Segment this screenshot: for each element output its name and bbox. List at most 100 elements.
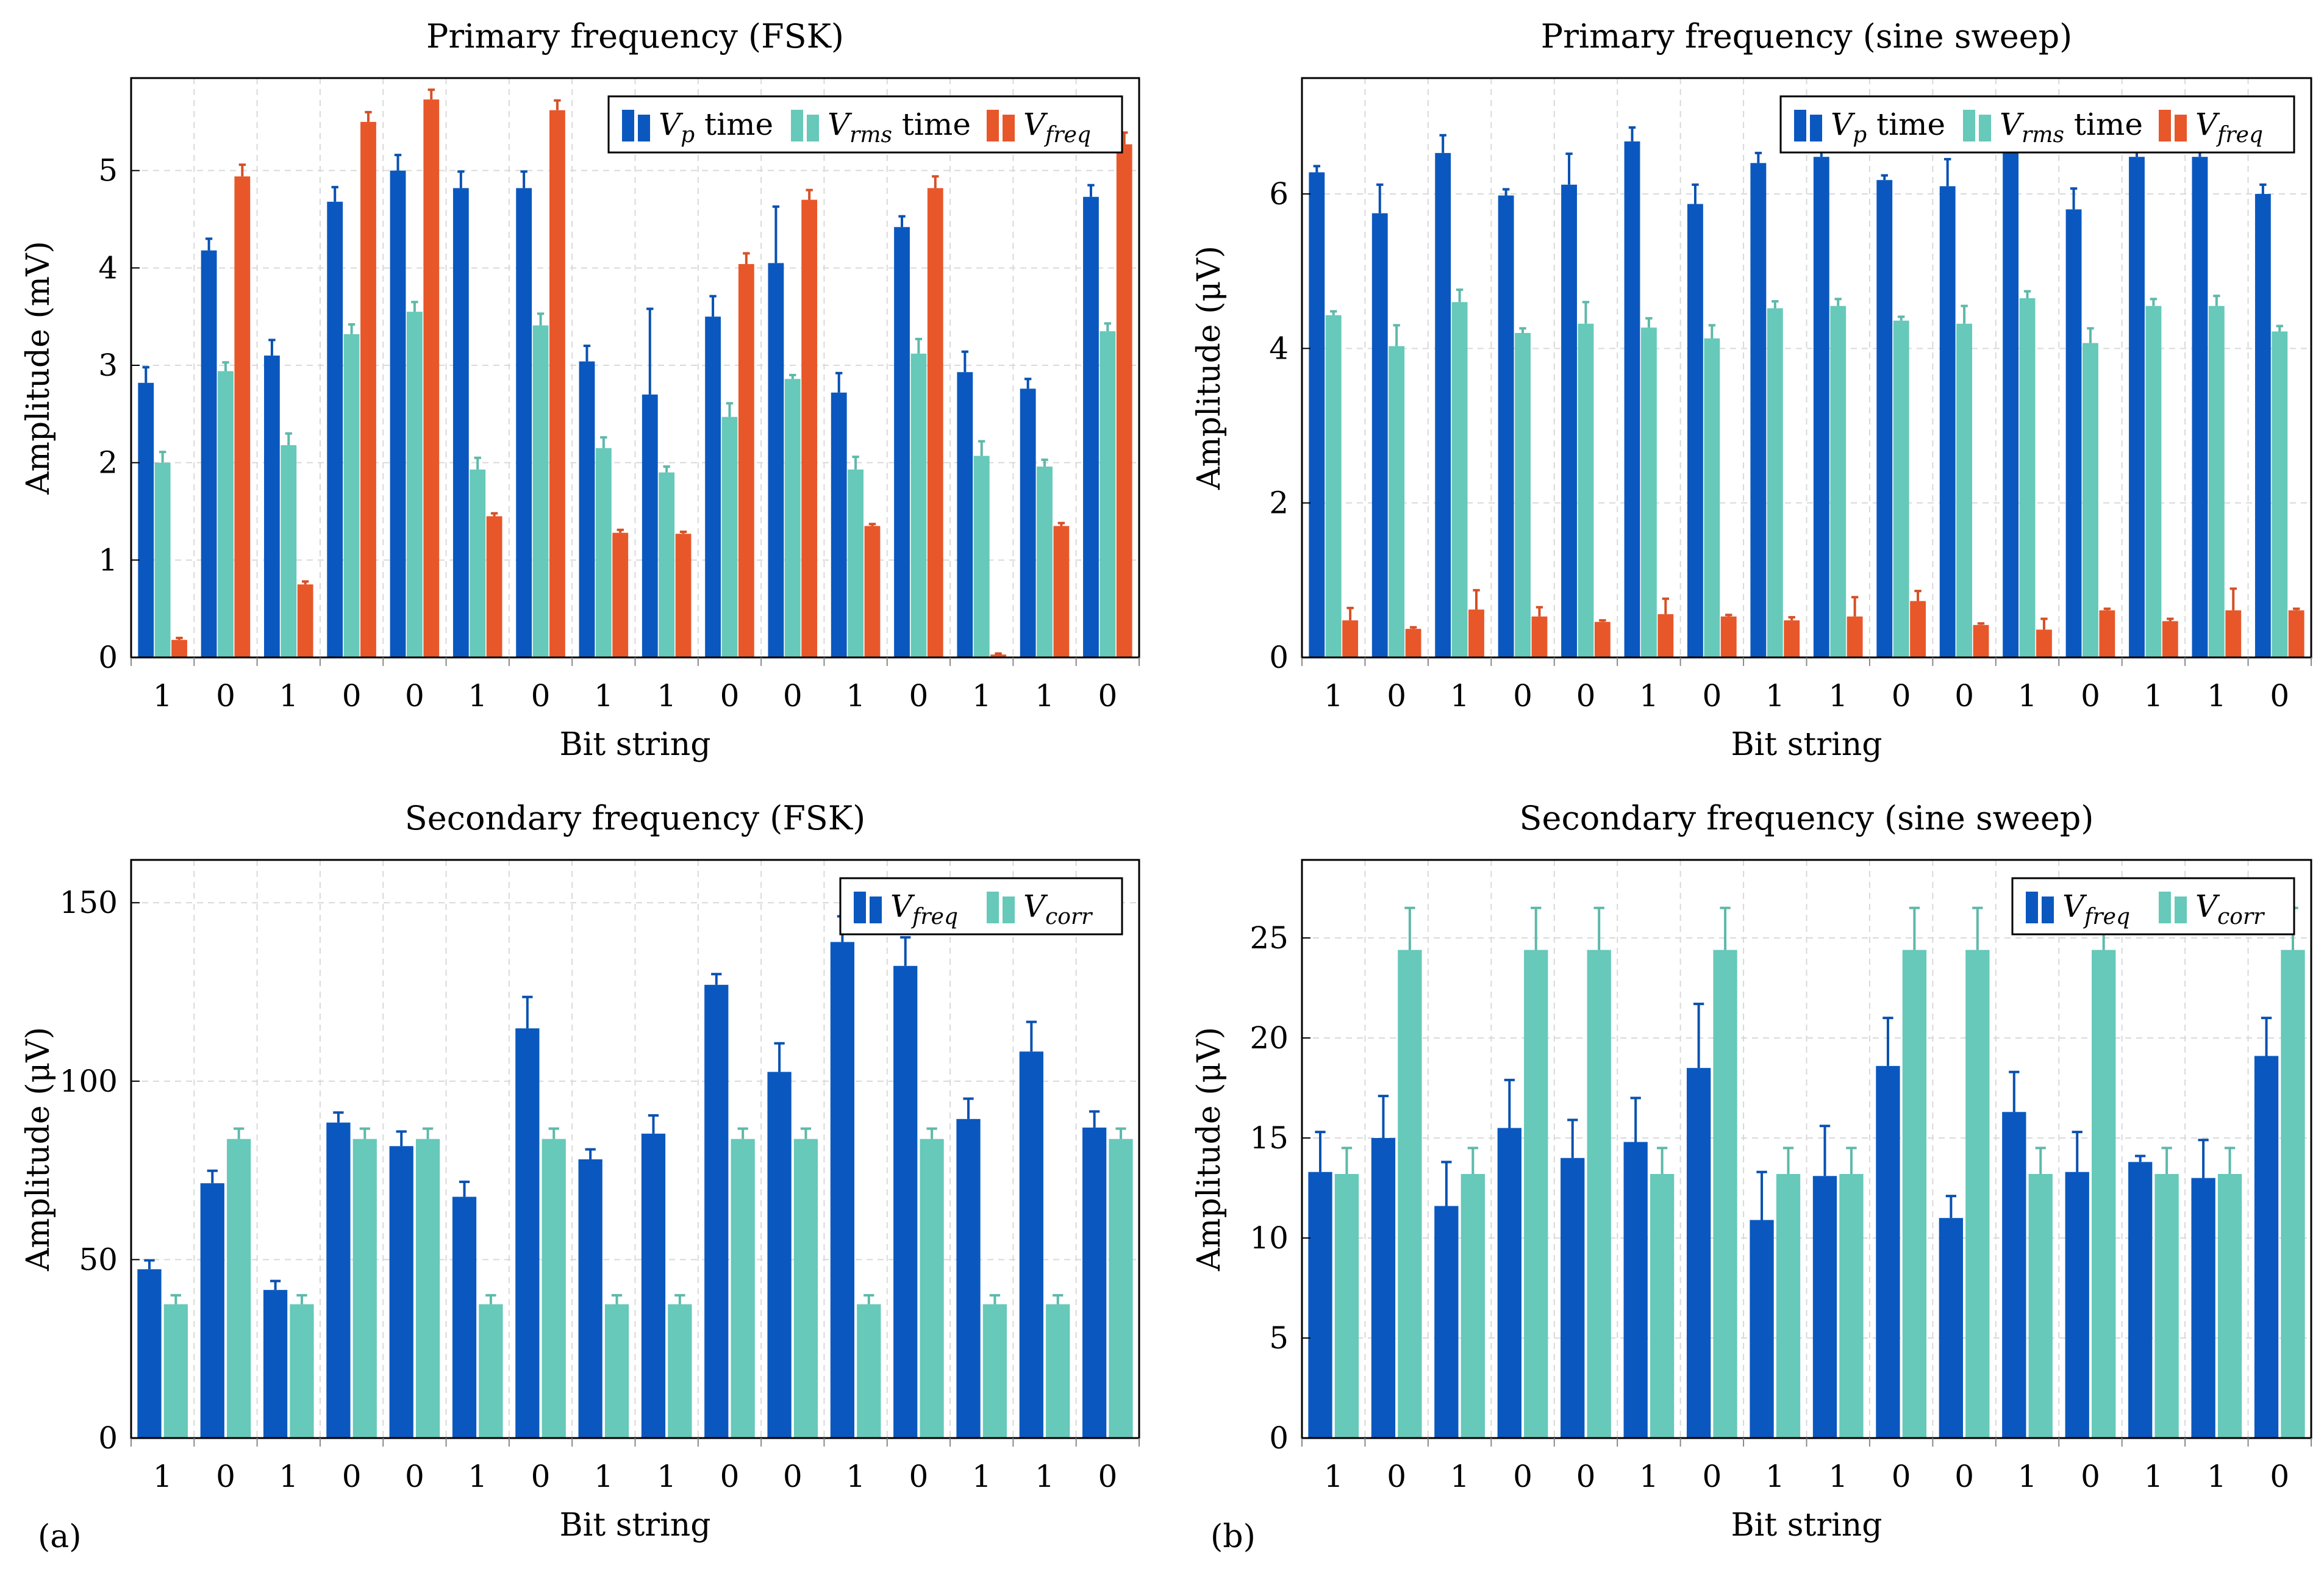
y-axis-label: Amplitude (μV) (20, 1027, 57, 1272)
legend-label: Vfreq (2062, 889, 2130, 929)
x-tick-label: 1 (1450, 678, 1470, 714)
bar (1561, 1158, 1585, 1438)
legend-swatch (1003, 896, 1015, 923)
bar (1713, 950, 1737, 1438)
bar (1587, 950, 1611, 1438)
bar (2288, 610, 2304, 657)
series-vp-time (1309, 126, 2271, 658)
y-tick-label: 4 (98, 250, 118, 285)
y-tick-label: 5 (98, 153, 118, 188)
x-tick-label: 0 (1892, 1459, 1911, 1494)
bar (516, 188, 532, 657)
x-tick-label: 1 (153, 1459, 173, 1494)
bar (1578, 323, 1594, 657)
legend-swatch (2175, 115, 2187, 141)
series-vrms-time (154, 301, 1116, 658)
x-tick-label: 1 (2144, 678, 2164, 714)
bar (1910, 601, 1926, 657)
legend-item-vp-time: Vp time (622, 107, 773, 148)
bar (1531, 616, 1548, 657)
y-tick-label: 2 (98, 445, 118, 481)
grid-lines (1302, 78, 2311, 657)
bar (1405, 629, 1421, 657)
x-axis-label: Bit string (559, 726, 710, 763)
bar (549, 110, 565, 657)
x-tick-label: 1 (1828, 678, 1848, 714)
bar (2217, 1174, 2242, 1438)
bar (1686, 1068, 1711, 1438)
bar (163, 1304, 188, 1438)
series-vcorr (1334, 906, 2305, 1438)
bar (793, 1139, 818, 1438)
bar (281, 445, 297, 657)
bar (2191, 1178, 2215, 1438)
bar (1624, 141, 1640, 657)
bar (2065, 1172, 2089, 1438)
bar (2254, 194, 2271, 657)
x-tick-label: 1 (468, 1459, 487, 1494)
x-tick-label: 0 (216, 1459, 235, 1494)
bar (1046, 1304, 1070, 1438)
x-tick-label: 1 (153, 678, 173, 714)
bar (1082, 1127, 1107, 1438)
legend-box (607, 95, 1123, 154)
bar (1650, 1174, 1675, 1438)
bar (659, 472, 675, 657)
bar (1965, 950, 1990, 1438)
y-axis-label: Amplitude (mV) (20, 241, 57, 495)
legend-swatch (2159, 110, 2171, 141)
y-tick-label: 150 (60, 885, 118, 920)
bar (910, 353, 927, 657)
bar (830, 942, 855, 1438)
x-tick-label: 0 (1576, 678, 1596, 714)
x-tick-label: 0 (2270, 1459, 2289, 1494)
x-tick-label: 1 (594, 1459, 613, 1494)
legend-swatch (854, 892, 866, 923)
y-axis-label: Amplitude (μV) (1191, 1027, 1228, 1272)
series-vcorr (163, 1127, 1133, 1438)
bar (2099, 610, 2115, 657)
legend-label: Vcorr (2195, 889, 2265, 929)
bar (1398, 950, 1422, 1438)
bar (982, 1304, 1007, 1438)
y-tick-label: 0 (98, 640, 118, 675)
bar (920, 1139, 944, 1438)
legend-item-vcorr: Vcorr (987, 889, 1093, 929)
bar (200, 1183, 224, 1438)
legend-item-vfreq: Vfreq (854, 889, 958, 929)
x-tick-label: 0 (1576, 1459, 1596, 1494)
bar (1813, 157, 1829, 657)
x-tick-label: 1 (1639, 1459, 1659, 1494)
panel-label-a: (a) (38, 1519, 82, 1555)
bar (1720, 616, 1737, 657)
bar (326, 1122, 351, 1438)
bar (801, 199, 818, 657)
bar (1451, 302, 1468, 657)
x-tick-label: 1 (2144, 1459, 2164, 1494)
bar (2162, 621, 2178, 657)
bar (705, 317, 721, 657)
bar (2192, 157, 2208, 657)
x-tick-label: 0 (720, 678, 740, 714)
legend-swatch (2159, 892, 2171, 923)
y-tick-label: 2 (1269, 485, 1289, 521)
bar (1893, 320, 1909, 657)
legend-swatch (807, 115, 819, 141)
bar (1524, 950, 1548, 1438)
legend: Vp time Vrms time Vfreq (607, 95, 1123, 154)
y-tick-label: 0 (98, 1420, 118, 1456)
bar (1561, 184, 1577, 657)
grid-lines (131, 860, 1139, 1438)
legend-swatch (1003, 115, 1015, 141)
y-tick-label: 50 (79, 1242, 118, 1277)
bar (352, 1139, 377, 1438)
bar (1342, 620, 1359, 657)
bar (542, 1139, 566, 1438)
x-tick-label: 1 (2018, 678, 2037, 714)
x-tick-label: 1 (657, 678, 676, 714)
bar (343, 334, 360, 657)
x-tick-label: 0 (1954, 1459, 1974, 1494)
x-tick-label: 0 (2270, 678, 2289, 714)
